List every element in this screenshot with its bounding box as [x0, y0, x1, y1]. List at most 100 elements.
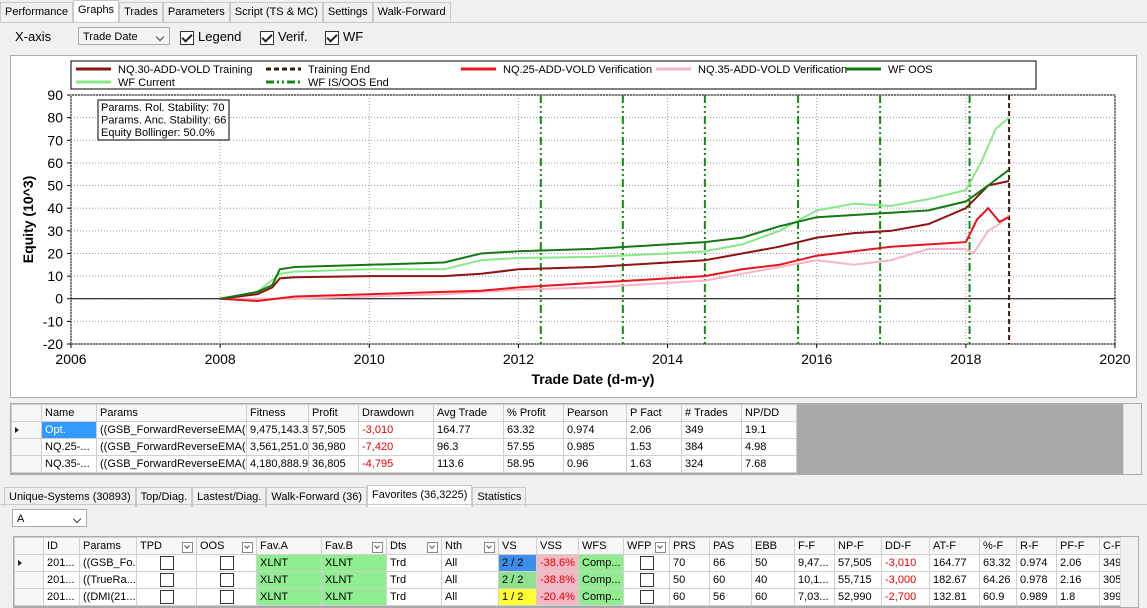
checkbox[interactable]	[159, 573, 174, 587]
column-header[interactable]: PRS	[669, 537, 710, 555]
table-row[interactable]: 201... ((TrueRa... XLNT XLNT Trd All 2 / 2 -38.…	[14, 571, 1122, 589]
checkbox[interactable]	[219, 556, 234, 570]
column-header[interactable]: PF-F	[1056, 537, 1100, 555]
tab[interactable]: Graphs	[72, 0, 120, 22]
cell[interactable]: 399	[1099, 588, 1122, 606]
cell[interactable]: XLNT	[321, 588, 387, 606]
tab[interactable]: Unique-Systems (30893)	[4, 487, 136, 507]
cell[interactable]: Opt.	[41, 421, 97, 439]
cell[interactable]: 2 / 2	[498, 554, 537, 572]
tab[interactable]: Settings	[322, 2, 373, 22]
cell[interactable]: 9,47...	[794, 554, 835, 572]
cell[interactable]: ((GSB_Fo...	[79, 554, 137, 572]
cell[interactable]: 0.974	[563, 421, 627, 439]
cell[interactable]: -7,420	[358, 438, 434, 456]
cell[interactable]: Trd	[386, 554, 442, 572]
cell[interactable]: 324	[681, 455, 742, 473]
filter-dropdown[interactable]	[182, 541, 193, 553]
cell[interactable]: -4,795	[358, 455, 434, 473]
cell[interactable]: 70	[669, 554, 710, 572]
cell[interactable]: 66	[709, 554, 752, 572]
column-header[interactable]: OOS	[196, 537, 257, 555]
column-header[interactable]: NP/DD	[741, 404, 797, 422]
tab[interactable]: Performance	[0, 2, 73, 22]
cell[interactable]: ((GSB_ForwardReverseEMA(0.2	[96, 438, 247, 456]
checkbox-item[interactable]: Verif.	[260, 29, 308, 45]
filter-dropdown[interactable]	[242, 541, 253, 553]
column-header[interactable]: WFP	[623, 537, 670, 555]
cell[interactable]: 0.985	[563, 438, 627, 456]
cell[interactable]: 50	[669, 571, 710, 589]
cell[interactable]: 64.26	[979, 571, 1017, 589]
cell[interactable]: -3,010	[881, 554, 930, 572]
cell[interactable]: 1 / 2	[498, 588, 537, 606]
checkbox[interactable]	[180, 30, 194, 45]
cell[interactable]: 3,561,251.04	[246, 438, 309, 456]
cell[interactable]	[196, 588, 257, 606]
column-header[interactable]: %-F	[979, 537, 1017, 555]
cell[interactable]: 55,715	[834, 571, 882, 589]
cell[interactable]	[623, 571, 670, 589]
cell[interactable]: 57.55	[503, 438, 564, 456]
column-header[interactable]: C-F	[1099, 537, 1122, 555]
column-header[interactable]: EBB	[751, 537, 795, 555]
column-header[interactable]: Fav.A	[256, 537, 322, 555]
tab[interactable]: Walk-Forward	[372, 2, 451, 22]
cell[interactable]: -3,010	[358, 421, 434, 439]
cell[interactable]: -20.4%	[536, 588, 579, 606]
cell[interactable]: All	[441, 571, 499, 589]
tab[interactable]: Script (TS & MC)	[229, 2, 323, 22]
column-header[interactable]: Avg Trade	[433, 404, 504, 422]
cell[interactable]: 96.3	[433, 438, 504, 456]
tab[interactable]: Walk-Forward (36)	[266, 487, 368, 507]
checkbox-item[interactable]: WF	[325, 29, 363, 45]
cell[interactable]: 10,1...	[794, 571, 835, 589]
tab[interactable]: Top/Diag.	[135, 487, 193, 507]
cell[interactable]: 50	[751, 554, 795, 572]
cell[interactable]: 1.53	[626, 438, 682, 456]
cell[interactable]: 384	[681, 438, 742, 456]
table-row[interactable]: 201... ((DMI(21... XLNT XLNT Trd All 1 / 2 -20.…	[14, 588, 1122, 606]
column-header[interactable]: F-F	[794, 537, 835, 555]
filter-dropdown[interactable]	[655, 541, 666, 553]
cell[interactable]: 19.1	[741, 421, 797, 439]
tab[interactable]: Parameters	[162, 2, 230, 22]
column-header[interactable]: Drawdown	[358, 404, 434, 422]
column-header[interactable]: P Fact	[626, 404, 682, 422]
column-header[interactable]: PAS	[709, 537, 752, 555]
cell[interactable]: 182.67	[929, 571, 980, 589]
checkbox[interactable]	[219, 590, 234, 604]
cell[interactable]: 0.989	[1016, 588, 1057, 606]
cell[interactable]: XLNT	[321, 554, 387, 572]
cell[interactable]: 0.96	[563, 455, 627, 473]
cell[interactable]: 63.32	[503, 421, 564, 439]
column-header[interactable]: # Trades	[681, 404, 742, 422]
cell[interactable]: 36,805	[308, 455, 359, 473]
column-header[interactable]: Pearson	[563, 404, 627, 422]
checkbox[interactable]	[219, 573, 234, 587]
checkbox[interactable]	[260, 30, 274, 45]
table-row[interactable]: 201... ((GSB_Fo... XLNT XLNT Trd All 2 / 2 -38.…	[14, 554, 1122, 572]
cell[interactable]: 113.6	[433, 455, 504, 473]
filter-dropdown[interactable]	[484, 541, 495, 553]
cell[interactable]: 2.06	[626, 421, 682, 439]
cell[interactable]: -2,700	[881, 588, 930, 606]
column-header[interactable]: Params	[96, 404, 247, 422]
column-header[interactable]: DD-F	[881, 537, 930, 555]
cell[interactable]: 57,505	[834, 554, 882, 572]
cell[interactable]: 0.978	[1016, 571, 1057, 589]
x-axis-select[interactable]: Trade Date	[78, 27, 170, 45]
cell[interactable]: 164.77	[929, 554, 980, 572]
cell[interactable]: -3,000	[881, 571, 930, 589]
cell[interactable]: NQ.35-...	[41, 455, 97, 473]
cell[interactable]: 201...	[43, 588, 80, 606]
cell[interactable]	[623, 554, 670, 572]
filter-select[interactable]: A	[12, 509, 87, 527]
cell[interactable]: Comp...	[578, 571, 624, 589]
cell[interactable]: 60	[669, 588, 710, 606]
scrollbar[interactable]	[1120, 537, 1138, 607]
cell[interactable]: 40	[751, 571, 795, 589]
cell[interactable]: All	[441, 554, 499, 572]
column-header[interactable]: Profit	[308, 404, 359, 422]
checkbox[interactable]	[639, 556, 654, 570]
